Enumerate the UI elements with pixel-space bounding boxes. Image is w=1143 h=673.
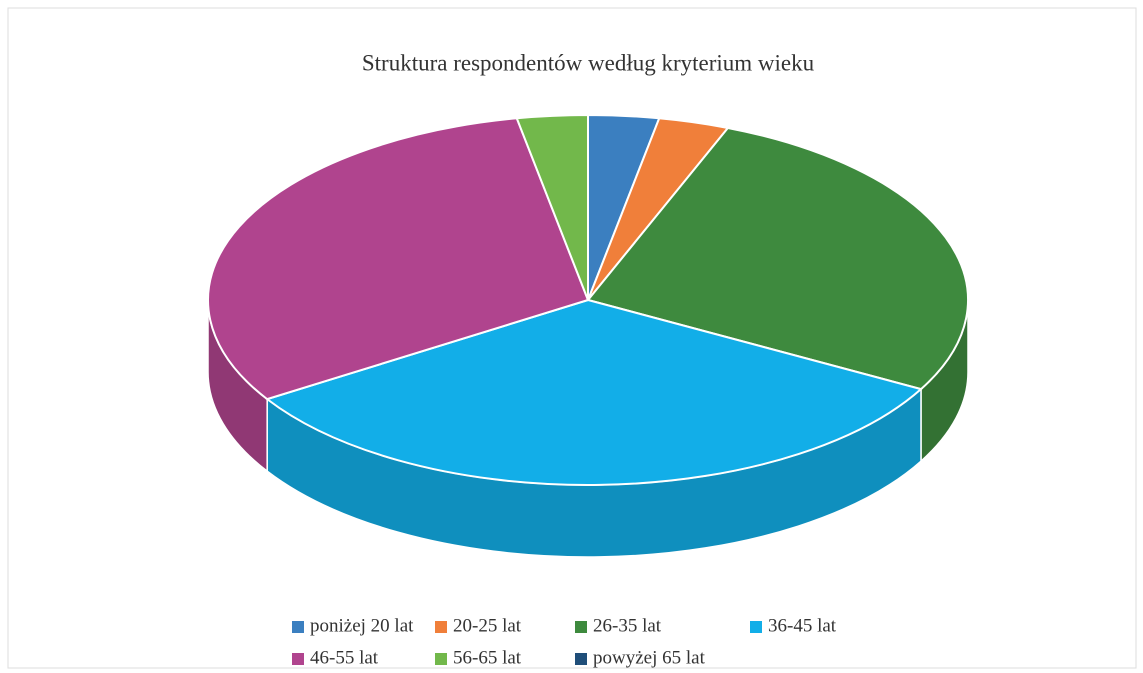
- slice: [515, 113, 589, 301]
- legend-label: 20-25 lat: [453, 615, 522, 636]
- slice: [265, 298, 924, 486]
- legend-swatch: [750, 621, 762, 633]
- slice: [207, 117, 590, 401]
- legend-swatch: [575, 653, 587, 665]
- legend-swatch: [292, 653, 304, 665]
- legend-swatch: [435, 621, 447, 633]
- legend-label: powyżej 65 lat: [593, 647, 706, 668]
- legend-label: 56-65 lat: [453, 647, 522, 668]
- legend-swatch: [435, 653, 447, 665]
- legend-label: poniżej 20 lat: [310, 615, 414, 636]
- legend-label: 26-35 lat: [593, 615, 662, 636]
- legend-label: 36-45 lat: [768, 615, 837, 636]
- chart-title: Struktura respondentów według kryterium …: [362, 50, 815, 75]
- legend-swatch: [575, 621, 587, 633]
- slice: [586, 126, 969, 391]
- legend-label: 46-55 lat: [310, 647, 379, 668]
- legend-swatch: [292, 621, 304, 633]
